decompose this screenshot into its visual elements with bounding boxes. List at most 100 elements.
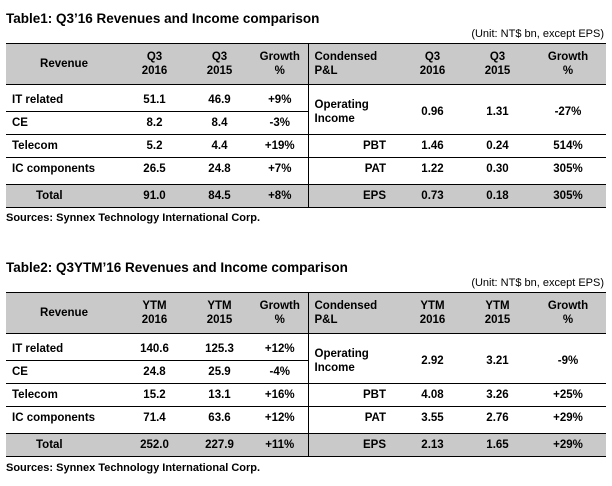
cell-value: 2.92 xyxy=(400,338,465,384)
cell-value: 5.2 xyxy=(122,134,187,158)
cell-value: 2.76 xyxy=(486,412,509,424)
row-label: IC components xyxy=(12,412,96,424)
header-col: Q3 2015 xyxy=(465,43,530,85)
header-col: Growth % xyxy=(530,43,606,85)
row-label: PAT xyxy=(364,163,386,175)
eps-value: 2.13 xyxy=(400,433,465,457)
table2: Revenue YTM 2016 YTM 2015 Growth % Conde… xyxy=(6,292,606,457)
header-col: Growth % xyxy=(252,292,309,334)
total-label: Total xyxy=(6,433,122,457)
cell-value: 63.6 xyxy=(208,412,231,424)
total-value: 252.0 xyxy=(122,433,187,457)
cell-growth: -4% xyxy=(252,360,309,384)
cell-growth: 305% xyxy=(553,163,583,175)
table-row: CE 8.2 8.4 -3% xyxy=(6,111,606,135)
total-growth: +8% xyxy=(252,184,309,208)
table-row: IC components 71.4 63.6 +12% PAT 3.55 2.… xyxy=(6,406,606,429)
total-label: Total xyxy=(6,184,122,208)
cell-value: 140.6 xyxy=(122,338,187,361)
eps-value: 0.73 xyxy=(400,184,465,208)
cell-value: 4.4 xyxy=(187,134,252,158)
table2-unit-note: (Unit: NT$ bn, except EPS) xyxy=(471,277,604,289)
header-revenue: Revenue xyxy=(6,43,122,85)
cell-value: 26.5 xyxy=(143,163,166,175)
cell-value: 3.26 xyxy=(465,383,530,407)
row-label: Operating Income xyxy=(308,89,400,135)
cell-value: 3.21 xyxy=(465,338,530,384)
header-pl: Condensed P&L xyxy=(308,43,400,85)
cell-value: 25.9 xyxy=(187,360,252,384)
table-row: Telecom 5.2 4.4 +19% PBT 1.46 0.24 514% xyxy=(6,134,606,158)
cell-value: 1.22 xyxy=(421,163,444,175)
header-revenue: Revenue xyxy=(6,292,122,334)
cell-value: 15.2 xyxy=(122,383,187,407)
cell-value: 24.8 xyxy=(208,163,231,175)
cell-growth: +19% xyxy=(252,134,309,158)
table1: Revenue Q3 2016 Q3 2015 Growth % Condens… xyxy=(6,43,606,208)
eps-label: EPS xyxy=(308,184,400,208)
eps-value: 0.18 xyxy=(465,184,530,208)
table-row: Telecom 15.2 13.1 +16% PBT 4.08 3.26 +25… xyxy=(6,383,606,407)
table-row: CE 24.8 25.9 -4% xyxy=(6,360,606,384)
eps-value: 1.65 xyxy=(465,433,530,457)
cell-value: 125.3 xyxy=(187,338,252,361)
row-label: PAT xyxy=(364,412,386,424)
cell-growth: -27% xyxy=(530,89,606,135)
header-col: YTM 2016 xyxy=(122,292,187,334)
table-row: IC components 26.5 24.8 +7% PAT 1.22 0.3… xyxy=(6,157,606,180)
row-label: Operating Income xyxy=(308,338,400,384)
table1-header-row: Revenue Q3 2016 Q3 2015 Growth % Condens… xyxy=(6,43,606,85)
table-row: IT related 51.1 46.9 +9% Operating Incom… xyxy=(6,89,606,135)
cell-growth: -3% xyxy=(252,111,309,135)
cell-growth: +12% xyxy=(252,338,309,361)
total-value: 227.9 xyxy=(187,433,252,457)
table1-unit-note: (Unit: NT$ bn, except EPS) xyxy=(471,28,604,40)
cell-value: 13.1 xyxy=(187,383,252,407)
eps-growth: +29% xyxy=(530,433,606,457)
cell-value: 0.96 xyxy=(400,89,465,135)
cell-growth: +7% xyxy=(252,157,309,180)
cell-value: 51.1 xyxy=(122,89,187,112)
cell-growth: +9% xyxy=(252,89,309,112)
table1-title: Table1: Q3’16 Revenues and Income compar… xyxy=(6,11,320,26)
table2-block: Table2: Q3YTM’16 Revenues and Income com… xyxy=(6,248,606,486)
table1-block: Table1: Q3’16 Revenues and Income compar… xyxy=(6,0,606,240)
cell-value: 46.9 xyxy=(187,89,252,112)
cell-value: 8.2 xyxy=(122,111,187,135)
header-col: Growth % xyxy=(252,43,309,85)
header-col: Q3 2016 xyxy=(400,43,465,85)
row-label: PBT xyxy=(308,134,400,158)
cell-value: 1.46 xyxy=(400,134,465,158)
header-col: Q3 2016 xyxy=(122,43,187,85)
header-col: YTM 2015 xyxy=(187,292,252,334)
cell-growth: +16% xyxy=(252,383,309,407)
row-label: Telecom xyxy=(6,134,122,158)
row-label: IT related xyxy=(6,89,122,112)
cell-value: 1.31 xyxy=(465,89,530,135)
total-value: 84.5 xyxy=(187,184,252,208)
row-label: PBT xyxy=(308,383,400,407)
row-label: CE xyxy=(6,111,122,135)
total-row: Total 252.0 227.9 +11% EPS 2.13 1.65 +29… xyxy=(6,433,606,457)
cell-value: 0.24 xyxy=(465,134,530,158)
row-label: Telecom xyxy=(6,383,122,407)
cell-growth: +29% xyxy=(553,412,583,424)
table2-header-row: Revenue YTM 2016 YTM 2015 Growth % Conde… xyxy=(6,292,606,334)
total-value: 91.0 xyxy=(122,184,187,208)
row-label: CE xyxy=(6,360,122,384)
header-col: YTM 2015 xyxy=(465,292,530,334)
eps-label: EPS xyxy=(308,433,400,457)
row-label: IC components xyxy=(12,163,96,175)
cell-growth: -9% xyxy=(530,338,606,384)
cell-value: 71.4 xyxy=(143,412,166,424)
cell-value: 3.55 xyxy=(421,412,444,424)
cell-value: 4.08 xyxy=(400,383,465,407)
cell-growth: 514% xyxy=(530,134,606,158)
row-label: IT related xyxy=(6,338,122,361)
header-col: YTM 2016 xyxy=(400,292,465,334)
total-row: Total 91.0 84.5 +8% EPS 0.73 0.18 305% xyxy=(6,184,606,208)
cell-value: 24.8 xyxy=(122,360,187,384)
header-col: Q3 2015 xyxy=(187,43,252,85)
table-row: IT related 140.6 125.3 +12% Operating In… xyxy=(6,338,606,384)
cell-value: 8.4 xyxy=(187,111,252,135)
